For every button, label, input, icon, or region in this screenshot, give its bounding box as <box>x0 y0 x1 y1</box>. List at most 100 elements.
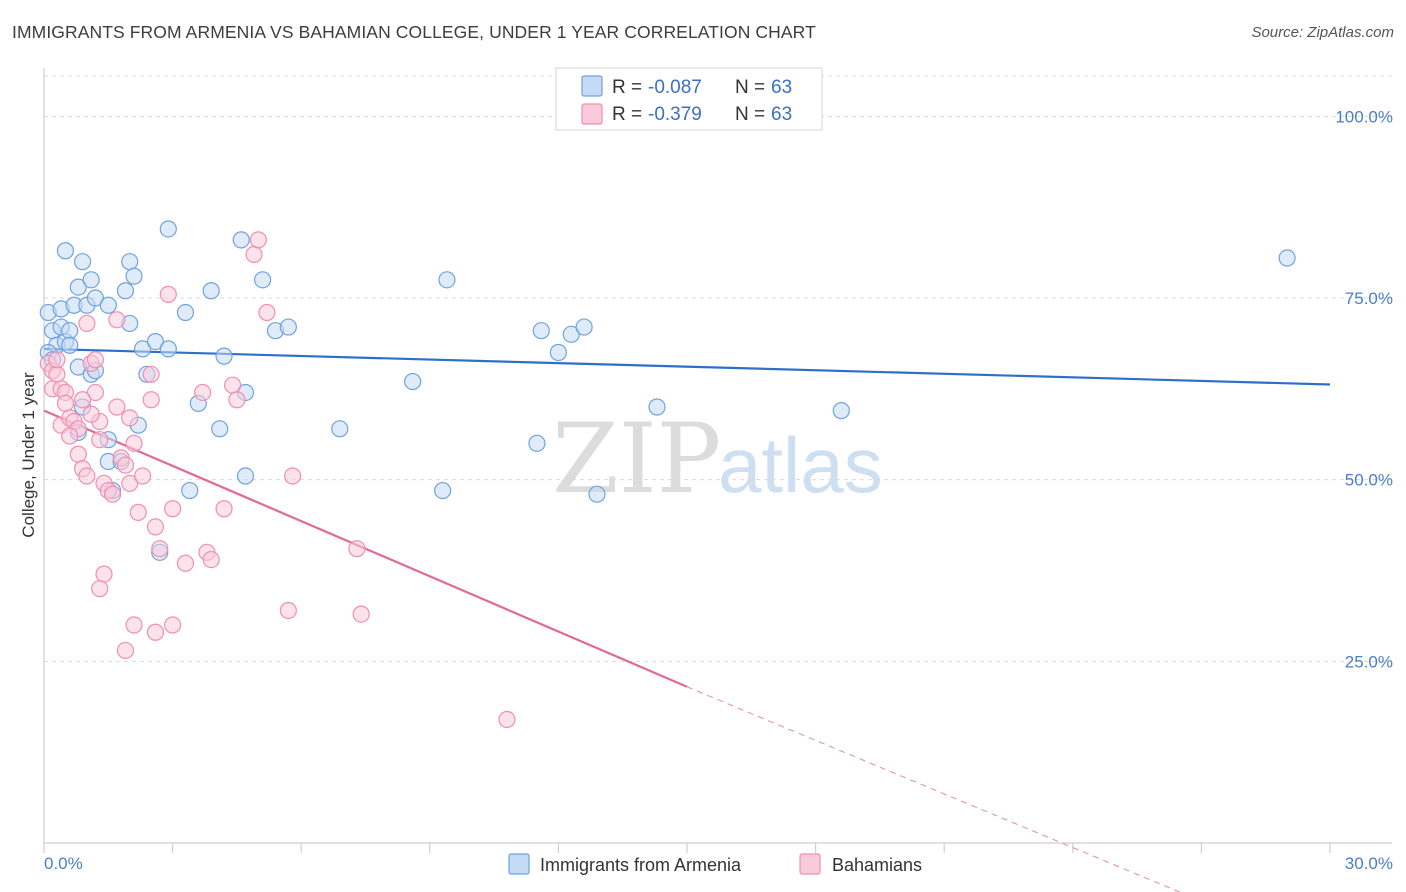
point-bahamians <box>121 474 139 492</box>
source-credit: Source: ZipAtlas.com <box>1251 24 1394 41</box>
point-armenia <box>232 231 250 249</box>
y-tick-label: 25.0% <box>1345 652 1393 671</box>
point-bahamians <box>86 383 105 402</box>
y-axis-title: College, Under 1 year <box>19 372 38 538</box>
bottom-legend-swatch-armenia <box>508 853 530 875</box>
point-armenia <box>159 220 177 238</box>
point-bahamians <box>151 540 169 558</box>
legend-n-label-1: N = <box>735 77 765 98</box>
point-armenia <box>176 303 195 322</box>
point-armenia <box>86 289 105 307</box>
point-armenia <box>61 336 79 354</box>
point-bahamians <box>348 540 366 558</box>
point-armenia <box>202 282 220 300</box>
point-bahamians <box>78 314 96 333</box>
point-armenia <box>133 340 152 358</box>
point-armenia <box>73 253 92 271</box>
point-armenia <box>532 322 550 340</box>
y-tick-label: 75.0% <box>1345 289 1393 308</box>
point-armenia <box>146 333 165 351</box>
point-bahamians <box>284 467 302 485</box>
point-bahamians <box>95 565 113 583</box>
point-bahamians <box>176 554 195 572</box>
point-bahamians <box>73 391 92 409</box>
point-bahamians <box>116 456 135 474</box>
series-legend: Immigrants from Armenia Bahamians <box>508 853 922 875</box>
legend-n-label-2: N = <box>735 104 765 125</box>
point-bahamians <box>48 351 66 369</box>
point-armenia <box>434 481 452 500</box>
point-armenia <box>588 485 606 503</box>
x-tick-label-min: 0.0% <box>44 854 83 873</box>
point-bahamians <box>142 391 160 409</box>
point-armenia <box>211 420 229 438</box>
point-armenia <box>121 253 139 271</box>
point-armenia <box>99 296 117 314</box>
point-bahamians <box>48 365 66 383</box>
point-armenia <box>181 481 199 500</box>
point-armenia <box>236 467 255 485</box>
watermark-zip: ZIP <box>552 403 721 515</box>
point-bahamians <box>108 311 126 329</box>
y-tick-labels: 25.0% 50.0% 75.0% 100.0% <box>1335 107 1393 671</box>
point-armenia <box>254 271 272 289</box>
point-armenia <box>331 420 349 438</box>
point-bahamians <box>121 409 139 427</box>
point-armenia <box>438 271 456 289</box>
point-armenia <box>61 322 79 340</box>
y-tick-label: 50.0% <box>1345 471 1393 490</box>
bottom-legend-swatch-bahamians <box>799 853 821 875</box>
point-armenia <box>56 242 75 260</box>
legend-r-label-1: R = <box>612 77 642 98</box>
chart-title: IMMIGRANTS FROM ARMENIA VS BAHAMIAN COLL… <box>12 22 816 42</box>
point-bahamians <box>224 376 242 394</box>
legend-r-value-1: -0.087 <box>648 77 702 98</box>
point-bahamians <box>146 623 165 641</box>
point-armenia <box>549 343 568 362</box>
point-bahamians <box>69 445 87 463</box>
legend-r-label-2: R = <box>612 104 642 125</box>
point-bahamians <box>352 605 370 623</box>
point-armenia <box>832 402 850 420</box>
data-points <box>39 220 1296 729</box>
trend-line-bahamians-extension <box>686 686 1181 892</box>
point-bahamians <box>258 303 276 322</box>
legend-swatch-blue <box>581 75 603 97</box>
watermark-atlas: atlas <box>718 421 883 509</box>
point-armenia <box>404 372 422 391</box>
point-bahamians <box>56 394 75 412</box>
point-armenia <box>575 318 593 336</box>
legend-n-value-2: 63 <box>771 104 792 125</box>
gridlines <box>44 75 1392 662</box>
point-bahamians <box>125 434 143 452</box>
point-bahamians <box>159 285 177 303</box>
y-tick-label: 100.0% <box>1335 107 1393 126</box>
point-bahamians <box>86 351 105 369</box>
bottom-legend-label-armenia: Immigrants from Armenia <box>540 855 742 875</box>
point-bahamians <box>108 398 126 416</box>
legend-swatch-pink <box>581 103 603 125</box>
point-bahamians <box>279 601 297 620</box>
point-bahamians <box>125 616 143 634</box>
point-bahamians <box>91 431 109 449</box>
legend-r-value-2: -0.379 <box>648 104 702 125</box>
point-armenia <box>1278 249 1296 267</box>
x-tick-label-max: 30.0% <box>1345 854 1393 873</box>
legend-n-value-1: 63 <box>771 77 792 98</box>
point-bahamians <box>249 231 267 249</box>
point-bahamians <box>142 365 160 383</box>
point-bahamians <box>78 467 96 485</box>
correlation-legend: R = -0.087 N = 63 R = -0.379 N = 63 <box>555 67 823 131</box>
point-bahamians <box>146 518 165 536</box>
point-bahamians <box>103 485 122 503</box>
point-armenia <box>648 398 666 416</box>
point-armenia <box>82 271 100 289</box>
point-bahamians <box>129 503 147 521</box>
point-bahamians <box>202 550 220 569</box>
point-armenia <box>215 347 233 365</box>
point-armenia <box>528 434 546 452</box>
point-bahamians <box>164 500 182 518</box>
point-bahamians <box>245 245 263 263</box>
point-bahamians <box>228 391 246 409</box>
